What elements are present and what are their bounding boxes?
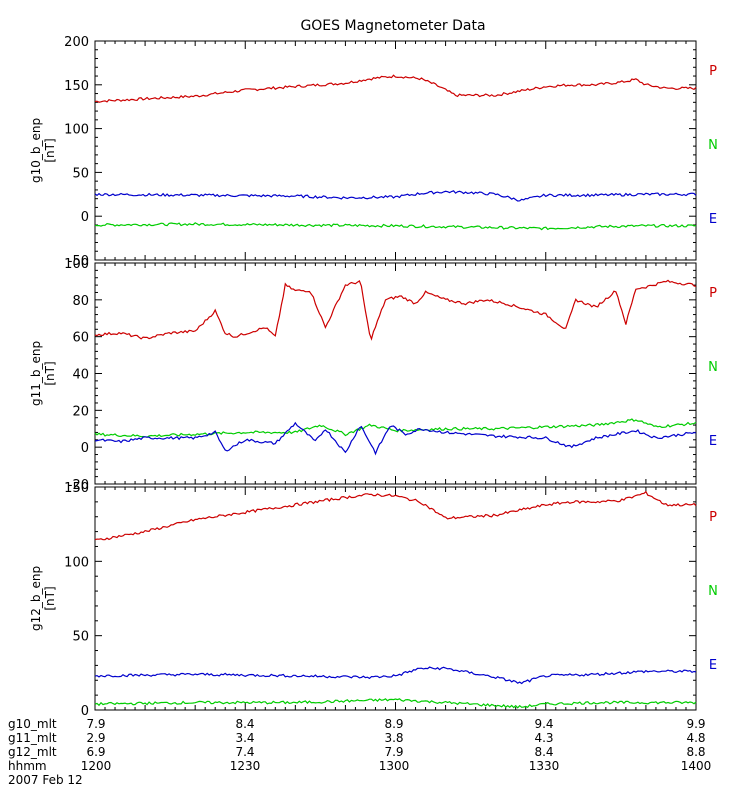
legend-p: P <box>709 64 717 79</box>
legend-n: N <box>708 138 718 153</box>
footer-g10-v0: 7.9 <box>86 717 105 731</box>
footer-hhmm-v3: 1330 <box>529 759 560 773</box>
y-tick-label: 50 <box>72 166 89 181</box>
footer-g10-v1: 8.4 <box>235 717 254 731</box>
series-line-p <box>94 74 697 103</box>
legend-p: P <box>709 510 717 525</box>
footer-g11-v4: 4.8 <box>686 731 705 745</box>
footer-g10-v2: 8.9 <box>384 717 403 731</box>
series-line-n <box>94 698 697 709</box>
footer-g10-v3: 9.4 <box>534 717 553 731</box>
footer-g10-v4: 9.9 <box>686 717 705 731</box>
legend-e: E <box>709 658 717 673</box>
series-line-n <box>94 222 697 231</box>
y-axis-label: g11_b_enp <box>29 341 43 406</box>
footer-label-hhmm: hhmm <box>8 759 47 773</box>
panel-3: 0 50 100 150 g12_b_enp [nT] P N E <box>29 481 718 719</box>
y-tick-label: 100 <box>64 123 89 138</box>
y-tick-label: 80 <box>72 294 89 309</box>
series-line-p <box>94 279 697 341</box>
y-tick-label: 20 <box>72 404 89 419</box>
y-axis-unit: [nT] <box>43 586 57 610</box>
y-tick-label: 150 <box>64 481 89 496</box>
series-line-e <box>94 666 697 685</box>
footer-table: g10_mlt g11_mlt g12_mlt hhmm 2007 Feb 12… <box>8 717 711 787</box>
footer-g11-v3: 4.3 <box>534 731 553 745</box>
footer-g12-v0: 6.9 <box>86 745 105 759</box>
footer-g12-v2: 7.9 <box>384 745 403 759</box>
y-tick-label: 200 <box>64 35 89 50</box>
y-tick-label: 100 <box>64 257 89 272</box>
series-line-e <box>94 190 697 202</box>
series-line-e <box>94 421 697 456</box>
footer-label-g10: g10_mlt <box>8 717 57 731</box>
y-tick-label: -20 <box>68 478 89 493</box>
footer-g12-v3: 8.4 <box>534 745 553 759</box>
panel-frame <box>94 486 697 711</box>
footer-g11-v0: 2.9 <box>86 731 105 745</box>
y-axis-label: g12_b_enp <box>29 566 43 631</box>
y-tick-label: 100 <box>64 555 89 570</box>
footer-g12-v1: 7.4 <box>235 745 254 759</box>
footer-g12-v4: 8.8 <box>686 745 705 759</box>
y-tick-label: 0 <box>81 210 89 225</box>
y-tick-label: 150 <box>64 79 89 94</box>
y-tick-label: 40 <box>72 368 89 383</box>
panel-2: -20 0 20 40 60 80 100 g11_b_enp [nT] P N E <box>29 257 718 493</box>
legend-p: P <box>709 286 717 301</box>
footer-label-g11: g11_mlt <box>8 731 57 745</box>
footer-g11-v2: 3.8 <box>384 731 403 745</box>
footer-date: 2007 Feb 12 <box>8 773 83 787</box>
y-tick-label: 0 <box>81 704 89 719</box>
y-tick-label: 60 <box>72 331 89 346</box>
footer-hhmm-v2: 1300 <box>379 759 410 773</box>
series-line-n <box>94 418 697 438</box>
panel-frame <box>94 40 697 261</box>
y-tick-label: 50 <box>72 630 89 645</box>
legend-e: E <box>709 212 717 227</box>
series-line-p <box>94 490 697 541</box>
legend-n: N <box>708 360 718 375</box>
panel-1: -50 0 50 100 150 200 g10_b_enp [nT] P N E <box>29 35 718 269</box>
footer-hhmm-v0: 1200 <box>81 759 112 773</box>
footer-label-g12: g12_mlt <box>8 745 57 759</box>
legend-e: E <box>709 434 717 449</box>
footer-hhmm-v4: 1400 <box>681 759 712 773</box>
footer-hhmm-v1: 1230 <box>230 759 261 773</box>
y-axis-unit: [nT] <box>43 361 57 385</box>
y-tick-label: 0 <box>81 441 89 456</box>
legend-n: N <box>708 584 718 599</box>
y-axis-unit: [nT] <box>43 138 57 162</box>
footer-g11-v1: 3.4 <box>235 731 254 745</box>
y-axis-label: g10_b_enp <box>29 118 43 183</box>
chart-title: GOES Magnetometer Data <box>300 18 485 34</box>
y-tick-label: -50 <box>68 254 89 269</box>
